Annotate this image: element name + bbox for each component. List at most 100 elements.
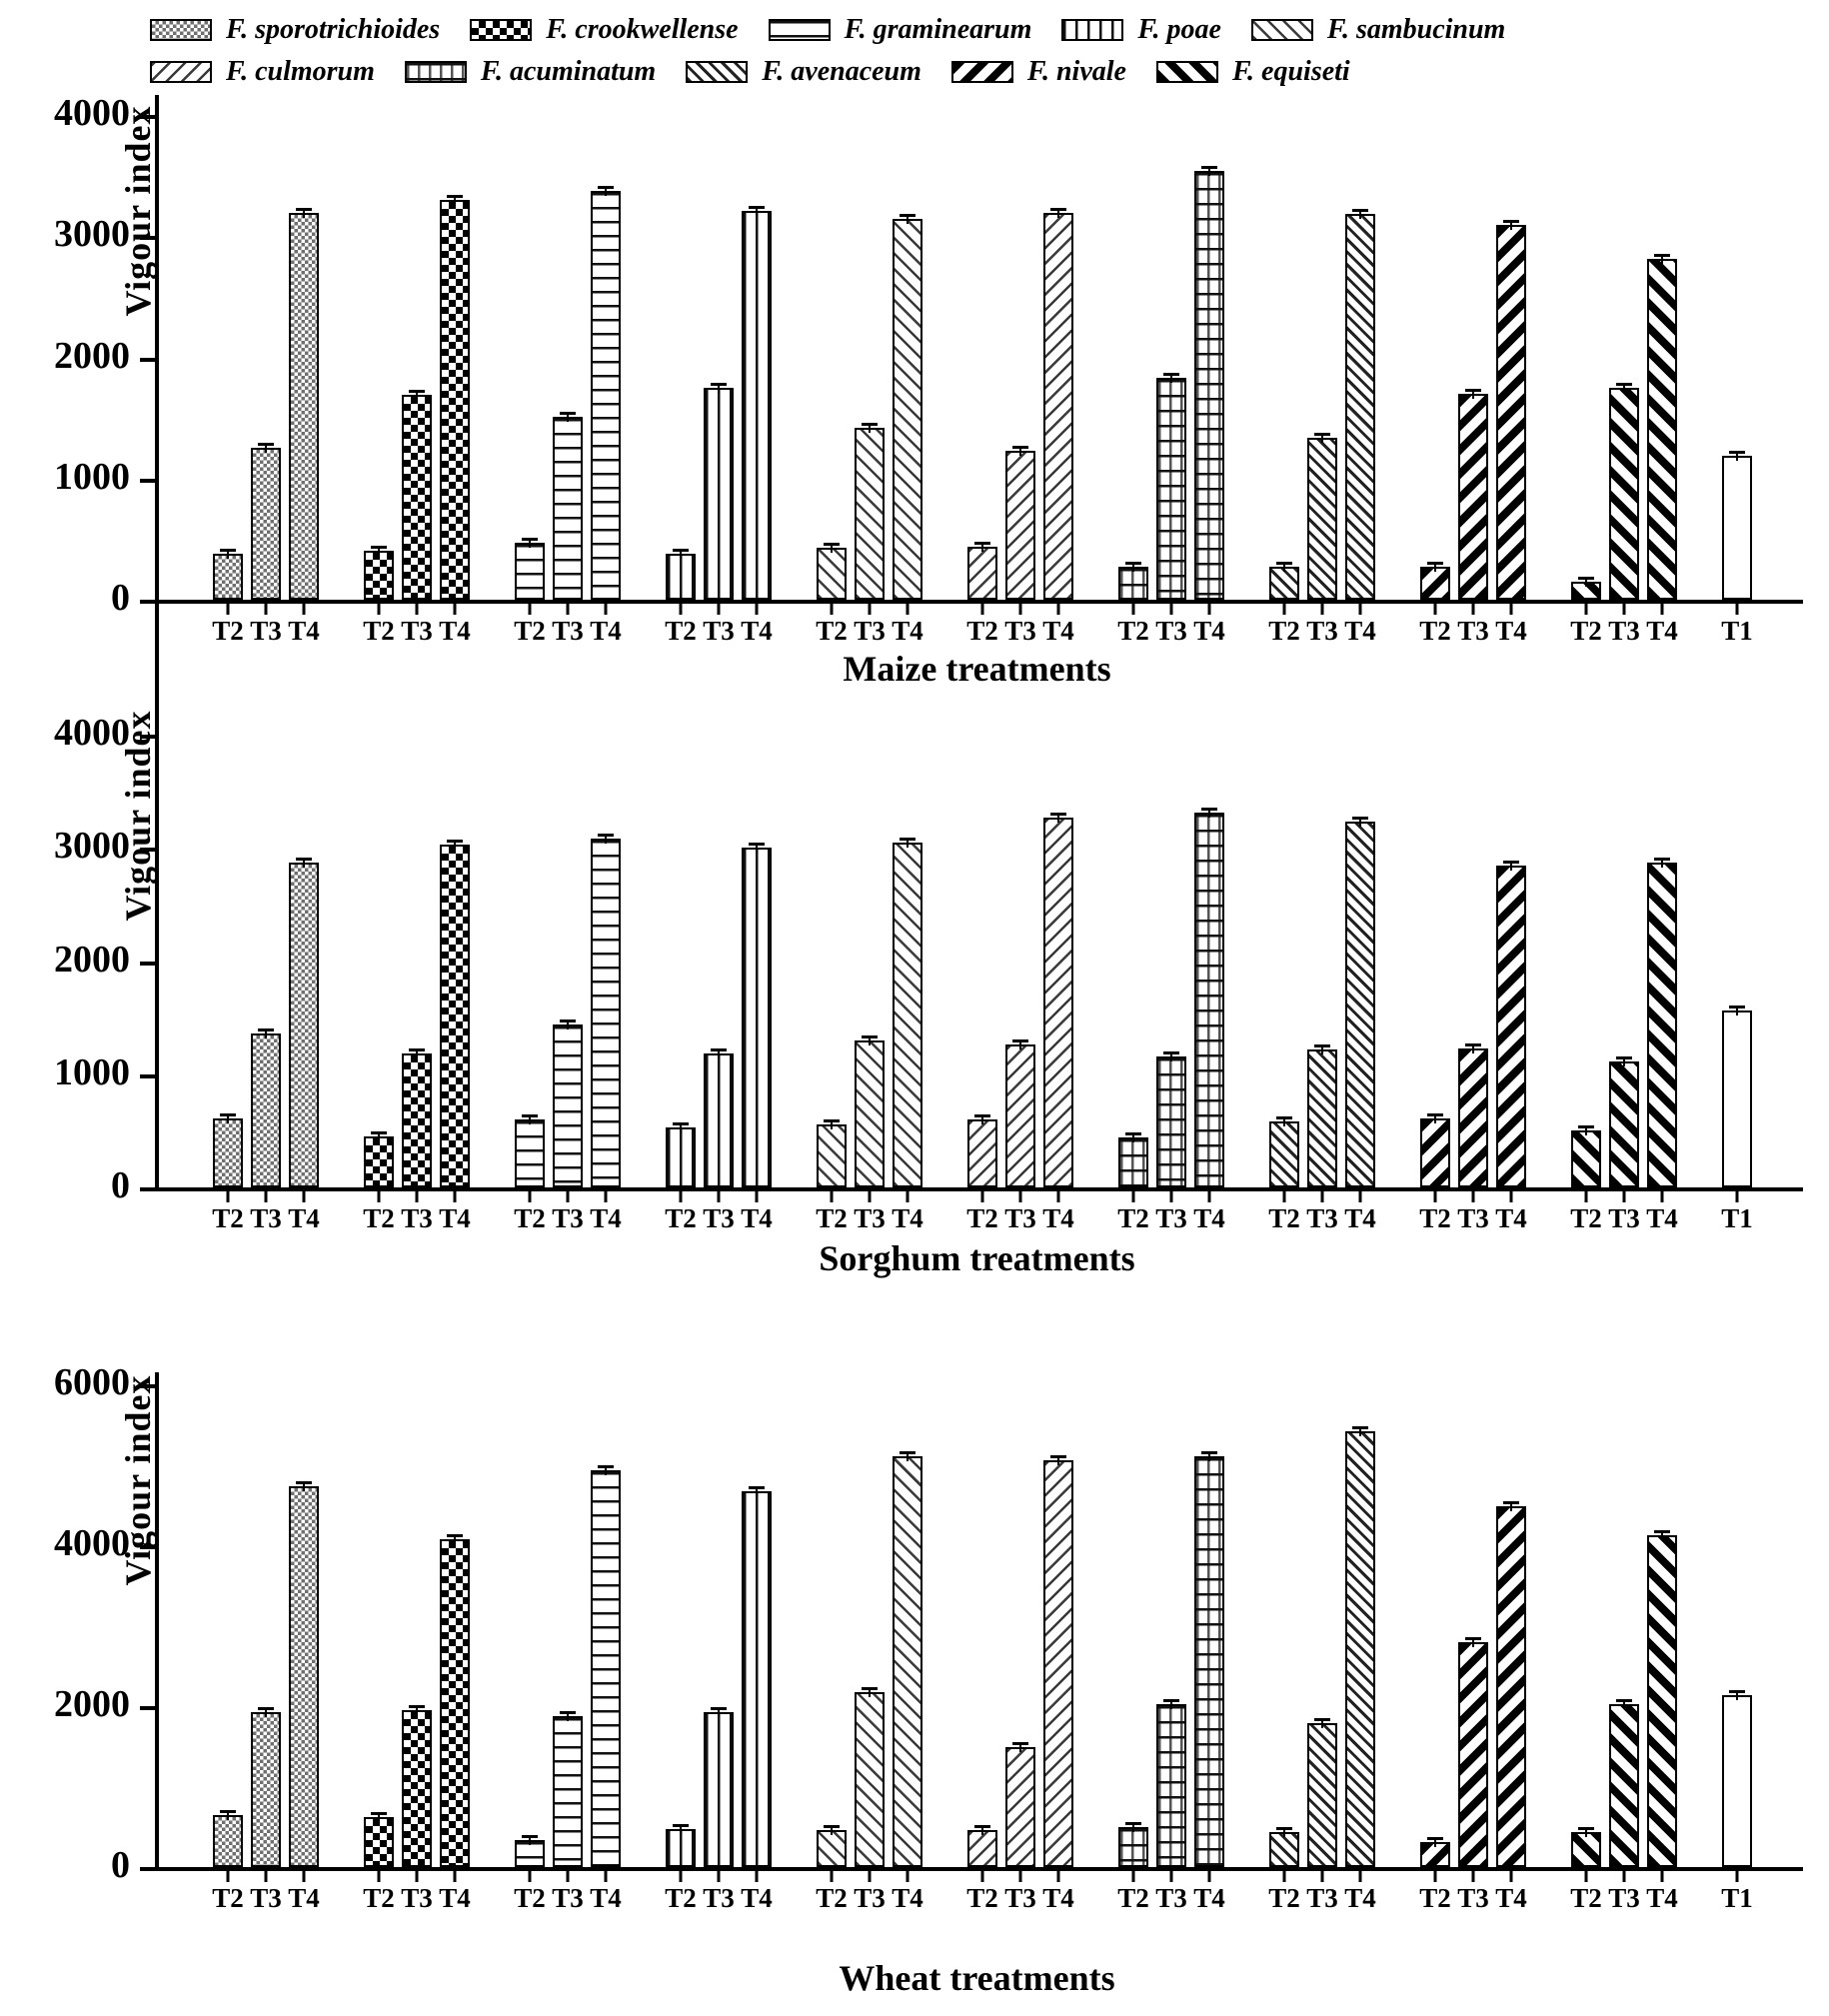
bar: T2 [816, 1825, 848, 1913]
bar: T2 [665, 549, 697, 646]
error-bar [1050, 208, 1066, 218]
y-tick-label: 2000 [54, 938, 130, 981]
treatment-group: T2 T3 T4 [966, 813, 1074, 1233]
x-tick-label: T3 [1306, 1203, 1338, 1233]
x-tick-label: T1 [1721, 1883, 1753, 1913]
x-tick-mark [1056, 1189, 1060, 1202]
x-tick-label: T2 [1268, 1203, 1300, 1233]
x-tick-mark [1358, 1189, 1362, 1202]
legend-swatch-diag-f-icon [1250, 19, 1313, 41]
treatment-group: T2 T3 T4 [363, 1534, 471, 1913]
treatment-group: T2 T3 T4 [816, 214, 923, 646]
x-tick-mark [1131, 1869, 1135, 1882]
y-tick-mark [140, 848, 155, 853]
x-tick-mark [1509, 1869, 1513, 1882]
treatment-group: T2 T3 T4 [1117, 1451, 1225, 1913]
bar: T4 [1495, 1501, 1527, 1913]
error-bar [1616, 1699, 1632, 1709]
bar: T3 [552, 1711, 584, 1913]
x-tick-mark [1056, 1869, 1060, 1882]
x-tick-mark [302, 602, 306, 615]
x-tick-mark [1358, 602, 1362, 615]
error-bar [1654, 858, 1670, 868]
y-axis-line [155, 95, 159, 604]
error-bar [598, 834, 614, 844]
error-bar [1163, 373, 1179, 383]
bar: T4 [439, 195, 471, 646]
x-tick-label: T2 [1570, 616, 1602, 646]
x-tick-label: T2 [1117, 616, 1149, 646]
bar: T3 [401, 1048, 433, 1233]
legend-item: F. equiseti [1155, 56, 1350, 88]
y-tick-label: 2000 [54, 1683, 130, 1725]
x-tick-label: T1 [1721, 616, 1753, 646]
x-tick-mark [604, 1869, 608, 1882]
x-tick-label: T4 [1646, 616, 1678, 646]
x-tick-mark [1660, 1189, 1664, 1202]
x-tick-label: T3 [401, 1203, 433, 1233]
x-tick-mark [604, 602, 608, 615]
legend-swatch-hlines-icon [768, 19, 831, 41]
error-bar [371, 546, 387, 556]
error-bar [522, 1114, 538, 1124]
legend-item: F. avenaceum [686, 56, 921, 88]
error-bar [371, 1812, 387, 1822]
x-tick-mark [1282, 602, 1286, 615]
treatment-group: T2 T3 T4 [816, 1451, 923, 1913]
bar: T3 [854, 1687, 886, 1913]
x-tick-mark [906, 602, 910, 615]
error-bar [371, 1131, 387, 1141]
bar: T2 [363, 546, 395, 646]
legend-swatch-diag-b-icon [150, 61, 212, 83]
treatment-group: T2 T3 T4 [1268, 817, 1376, 1233]
bar: T3 [854, 423, 886, 646]
x-tick-label: T4 [288, 616, 320, 646]
x-tick-label: T2 [966, 1883, 998, 1913]
error-bar [1729, 1006, 1745, 1015]
x-tick-mark [1584, 1189, 1588, 1202]
bar: T4 [892, 838, 923, 1233]
y-tick-mark [140, 1187, 155, 1191]
x-tick-mark [1131, 602, 1135, 615]
error-bar [598, 186, 614, 196]
error-bar [1314, 1718, 1330, 1728]
y-tick-label: 0 [111, 1164, 130, 1206]
treatment-group: T2 T3 T4 [665, 843, 773, 1233]
y-tick-label: 4000 [54, 1522, 130, 1564]
x-tick-label: T4 [892, 616, 923, 646]
bar: T2 [363, 1131, 395, 1233]
x-tick-label: T4 [288, 1883, 320, 1913]
legend-item: F. nivale [950, 56, 1126, 88]
x-tick-label: T2 [514, 616, 546, 646]
error-bar [1654, 254, 1670, 264]
error-bar [1125, 562, 1141, 572]
x-tick-mark [302, 1869, 306, 1882]
x-tick-mark [226, 1869, 230, 1882]
x-tick-label: T3 [552, 1883, 584, 1913]
error-bar [1201, 166, 1217, 176]
treatment-group: T2 T3 T4 [1117, 808, 1225, 1233]
bar: T2 [1570, 1125, 1602, 1233]
x-tick-mark [377, 602, 381, 615]
x-tick-mark [1320, 602, 1324, 615]
x-tick-label: T4 [1344, 616, 1376, 646]
x-tick-label: T2 [212, 1203, 244, 1233]
bar: T4 [741, 206, 773, 646]
x-tick-label: T4 [439, 616, 471, 646]
bar: T3 [1608, 383, 1640, 646]
bar: T2 [1570, 1827, 1602, 1913]
x-tick-mark [566, 1189, 570, 1202]
x-tick-mark [980, 602, 984, 615]
y-tick-mark [140, 1073, 155, 1078]
error-bar [296, 1481, 312, 1491]
treatment-group: T2 T3 T4 [212, 208, 320, 646]
x-tick-label: T4 [1646, 1883, 1678, 1913]
x-tick-label: T4 [1193, 1203, 1225, 1233]
x-tick-label: T2 [1419, 1883, 1451, 1913]
bar: T4 [590, 1465, 622, 1913]
legend-label: F. sporotrichioides [226, 14, 441, 45]
x-tick-label: T4 [892, 1203, 923, 1233]
x-tick-label: T3 [250, 1883, 282, 1913]
y-tick-mark [140, 115, 155, 119]
